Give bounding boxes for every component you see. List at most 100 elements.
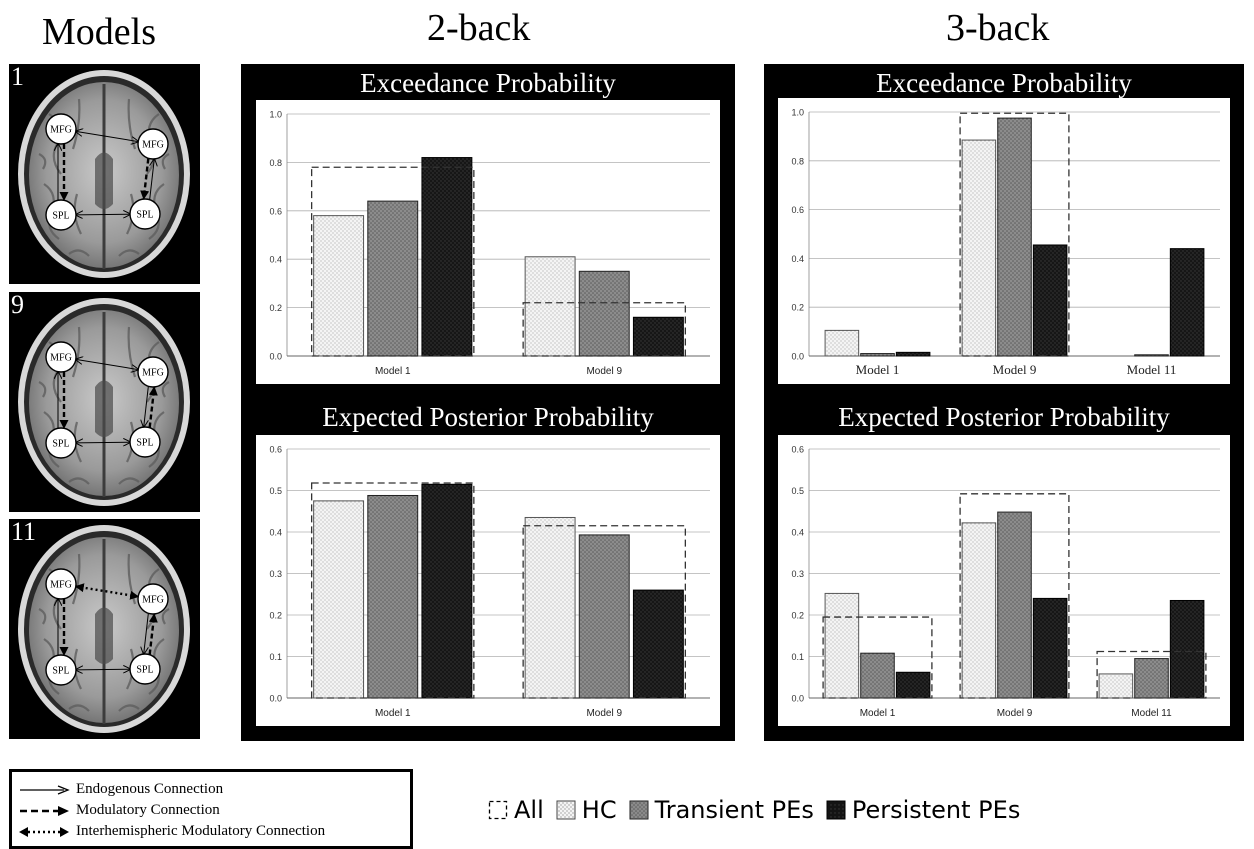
bar-tr	[860, 353, 895, 357]
bar-pe	[895, 671, 931, 699]
bar-tr	[367, 200, 419, 357]
model-11-diagram: MFG MFG SPL SPL 11	[9, 517, 200, 739]
bar-hc	[824, 592, 860, 699]
chart-svg: 0.0 0.1 0.2 0.3 0.4 0.5 0.6 Model 1 Model 9 Model…	[791, 445, 1220, 719]
transient-swatch-icon	[629, 800, 649, 820]
legend-persistent-label: Persistent PEs	[851, 796, 1021, 824]
bar-all	[310, 482, 475, 699]
y-tick-label: 0.6	[269, 445, 282, 455]
bar-hc	[1098, 673, 1134, 699]
bar-pe	[1169, 599, 1205, 699]
two-back-title: 2-back	[427, 7, 531, 49]
bar-hc	[313, 215, 365, 357]
endogenous-label: Endogenous Connection	[76, 781, 224, 797]
node-lspl: SPL	[45, 654, 77, 686]
y-tick-label: 0.0	[269, 694, 282, 704]
chart-svg: 0.0 0.1 0.2 0.3 0.4 0.5 0.6 Model 1 Model 9	[269, 445, 710, 719]
bar-tr	[367, 494, 419, 699]
ep2-chart: 0.0 0.2 0.4 0.6 0.8 1.0 Model 1 Model 9	[256, 100, 720, 384]
x-tick-label: Model 9	[997, 708, 1033, 719]
bar-hc	[524, 256, 576, 357]
bar-tr	[997, 511, 1032, 699]
x-tick-label: Model 1	[860, 708, 896, 719]
model-number: 11	[11, 517, 37, 546]
bar-pe	[421, 157, 473, 357]
node-label: SPL	[136, 210, 153, 221]
y-tick-label: 0.8	[791, 156, 804, 166]
chart-svg: 0.0 0.2 0.4 0.6 0.8 1.0 Model 1 Model 9	[269, 110, 710, 377]
epp2-title: Expected Posterior Probability	[322, 402, 654, 432]
legend-persistent: Persistent PEs	[826, 796, 1021, 824]
bar-hc	[524, 516, 576, 699]
bar-tr	[1134, 354, 1169, 357]
bar-all	[822, 616, 933, 699]
group-legend: All HC Transient PEs Persistent PEs	[488, 790, 1032, 830]
node-label: SPL	[52, 666, 69, 677]
legend-hc: HC	[556, 796, 617, 824]
node-rmfg: MFG	[137, 583, 169, 615]
node-rspl: SPL	[129, 426, 161, 458]
y-tick-label: 0.2	[791, 611, 804, 621]
epp2-chart: 0.0 0.1 0.2 0.3 0.4 0.5 0.6 Model 1 Model 9	[256, 435, 720, 726]
bar-all	[1096, 650, 1207, 699]
bar-all	[959, 493, 1070, 699]
all-swatch-icon	[488, 800, 508, 820]
bar-pe	[421, 483, 473, 699]
y-tick-label: 0.3	[791, 569, 804, 579]
y-tick-label: 0.4	[791, 528, 804, 538]
node-label: SPL	[52, 439, 69, 450]
node-label: MFG	[142, 140, 164, 151]
bar-hc	[313, 500, 365, 699]
bar-tr	[578, 270, 630, 357]
y-tick-label: 0.5	[269, 486, 282, 496]
bar-pe	[895, 351, 931, 357]
y-tick-label: 0.0	[791, 352, 804, 362]
bar-tr	[997, 117, 1032, 357]
node-rmfg: MFG	[137, 356, 169, 388]
bar-tr	[578, 534, 630, 699]
legend-all: All	[488, 796, 544, 824]
y-tick-label: 0.1	[269, 652, 282, 662]
bar-all	[522, 525, 687, 699]
node-rspl: SPL	[129, 653, 161, 685]
bar-pe	[632, 316, 684, 357]
y-tick-label: 0.0	[269, 352, 282, 362]
dotted-double-arrow-icon	[19, 827, 69, 837]
epp3-chart: 0.0 0.1 0.2 0.3 0.4 0.5 0.6 Model 1 Model 9 Model…	[778, 435, 1230, 726]
connection-legend: Endogenous Connection Modulatory Connect…	[9, 769, 413, 849]
node-rmfg: MFG	[137, 128, 169, 160]
legend-hc-label: HC	[581, 796, 617, 824]
bar-tr	[860, 652, 895, 699]
y-tick-label: 0.2	[269, 611, 282, 621]
chart-svg: 0.0 0.2 0.4 0.6 0.8 1.0 Model 1 Model 9 Model 11	[791, 108, 1220, 377]
x-tick-label: Model 9	[993, 362, 1037, 377]
models-title: Models	[42, 11, 156, 53]
bar-pe	[632, 589, 684, 699]
bar-hc	[961, 522, 997, 699]
node-label: MFG	[50, 125, 72, 136]
y-tick-label: 0.6	[791, 205, 804, 215]
legend-transient: Transient PEs	[629, 796, 814, 824]
y-tick-label: 0.4	[269, 528, 282, 538]
y-tick-label: 0.2	[791, 303, 804, 313]
y-tick-label: 1.0	[269, 110, 282, 120]
x-tick-label: Model 1	[375, 708, 411, 719]
y-tick-label: 1.0	[791, 108, 804, 118]
x-tick-label: Model 9	[586, 366, 622, 377]
ep2-title: Exceedance Probability	[360, 68, 616, 98]
legend-transient-label: Transient PEs	[654, 796, 814, 824]
y-tick-label: 0.4	[269, 255, 282, 265]
ep3-title: Exceedance Probability	[876, 68, 1132, 98]
bar-all	[522, 302, 687, 357]
node-lmfg: MFG	[45, 568, 77, 600]
persistent-swatch-icon	[826, 800, 846, 820]
model-number: 1	[11, 62, 24, 91]
y-tick-label: 0.6	[791, 445, 804, 455]
y-tick-label: 0.8	[269, 158, 282, 168]
legend-all-label: All	[514, 796, 544, 824]
bar-tr	[1134, 658, 1169, 699]
y-tick-label: 0.4	[791, 254, 804, 264]
node-label: MFG	[50, 353, 72, 364]
solid-arrow-icon	[20, 785, 70, 795]
x-tick-label: Model 1	[856, 362, 900, 377]
